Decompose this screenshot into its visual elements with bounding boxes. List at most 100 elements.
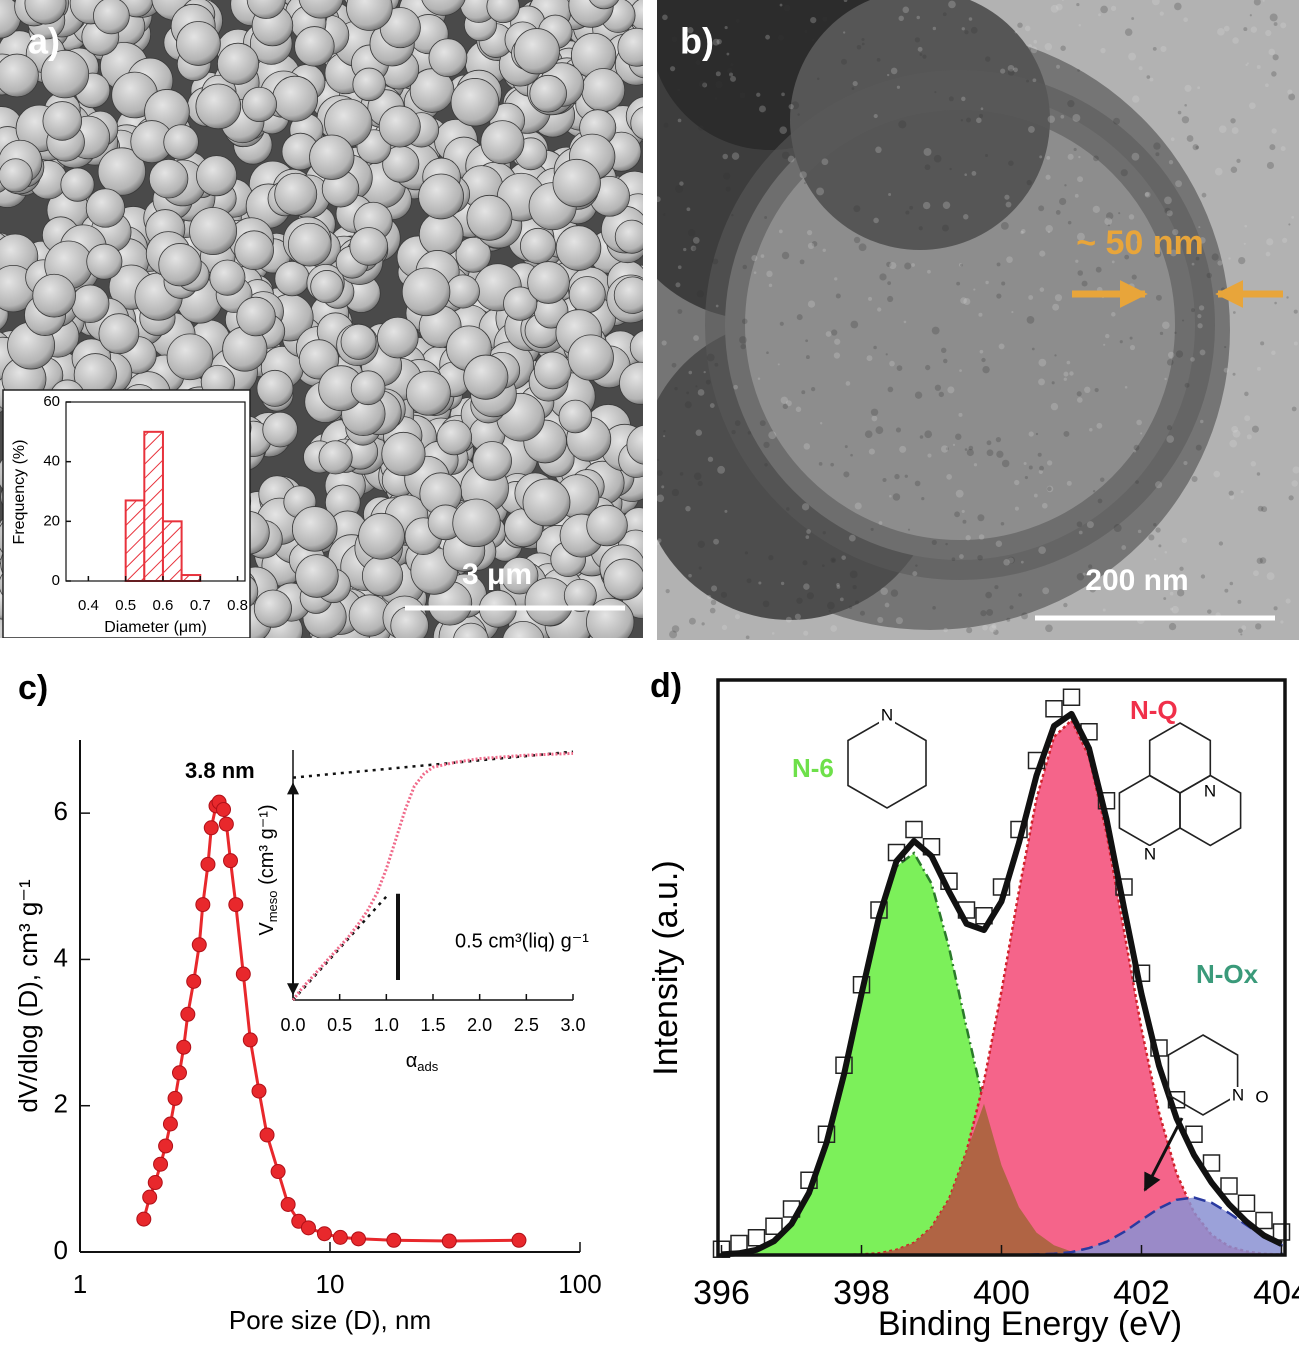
grain	[995, 540, 1003, 547]
grain	[1292, 466, 1299, 474]
grain	[690, 245, 697, 252]
grain	[1243, 242, 1246, 245]
grain	[980, 610, 987, 617]
grain	[695, 429, 703, 436]
grain	[763, 441, 770, 449]
grain	[1287, 89, 1293, 95]
grain	[904, 262, 912, 270]
grain	[1132, 95, 1140, 103]
grain	[1262, 0, 1265, 2]
grain	[1001, 459, 1010, 468]
grain	[1059, 197, 1067, 206]
grain	[1232, 429, 1241, 438]
grain	[1076, 232, 1085, 241]
grain	[877, 616, 884, 623]
grain	[1224, 345, 1227, 349]
grain	[1164, 551, 1168, 554]
grain	[966, 117, 971, 123]
grain	[1169, 249, 1177, 257]
grain	[698, 80, 706, 88]
grain	[995, 436, 1002, 443]
grain	[1097, 498, 1103, 504]
grain	[724, 509, 728, 513]
grain	[923, 148, 932, 156]
grain	[1223, 367, 1229, 373]
point	[223, 853, 239, 869]
sphere	[40, 49, 90, 99]
point	[167, 1090, 183, 1106]
sphere	[352, 67, 386, 102]
grain	[1030, 46, 1038, 54]
grain	[870, 527, 874, 531]
grain	[768, 431, 777, 440]
grain	[899, 445, 907, 453]
grain	[952, 443, 956, 446]
grain	[730, 63, 734, 67]
grain	[671, 362, 677, 368]
grain	[1124, 385, 1128, 389]
grain	[781, 251, 790, 260]
grain	[1288, 93, 1296, 101]
x-tick-label: 10	[316, 1269, 345, 1299]
component-label: N-6	[792, 753, 834, 783]
grain	[671, 36, 678, 43]
grain	[858, 243, 867, 252]
sphere	[246, 0, 286, 19]
grain	[843, 31, 846, 34]
grain	[1291, 406, 1297, 412]
grain	[1260, 341, 1265, 346]
grain	[1113, 117, 1120, 125]
grain	[1076, 2, 1080, 7]
grain	[726, 67, 733, 74]
grain	[1021, 612, 1028, 620]
grain	[1190, 357, 1195, 362]
sphere	[486, 0, 520, 24]
grain	[1230, 118, 1236, 124]
grain	[720, 591, 728, 598]
grain	[1131, 17, 1135, 20]
grain	[714, 362, 719, 367]
grain	[731, 152, 740, 160]
grain	[1164, 207, 1171, 214]
grain	[1229, 494, 1235, 500]
y-axis-label: Vmeso (cm³ g⁻¹)	[256, 804, 280, 935]
grain	[890, 67, 898, 75]
grain	[679, 181, 684, 186]
grain	[657, 196, 661, 203]
grain	[835, 293, 841, 299]
grain	[1191, 308, 1195, 313]
grain	[1056, 64, 1061, 69]
grain	[1013, 67, 1018, 73]
grain	[1268, 48, 1276, 56]
ring	[1167, 1034, 1239, 1116]
ring	[1118, 774, 1181, 847]
grain	[1269, 144, 1276, 151]
sphere	[519, 227, 557, 264]
grain	[796, 597, 803, 604]
grain	[875, 146, 882, 154]
grain	[1291, 215, 1295, 219]
grain	[688, 617, 696, 625]
grain	[1200, 574, 1206, 579]
grain	[1181, 537, 1188, 544]
grain	[1198, 305, 1205, 311]
grain	[1005, 201, 1012, 208]
grain	[1200, 419, 1204, 424]
grain	[886, 261, 892, 268]
grain	[1195, 256, 1200, 261]
sphere	[529, 74, 567, 113]
sphere	[32, 273, 76, 318]
grain	[734, 614, 740, 620]
x-tick-label: 0.5	[115, 597, 136, 614]
grain	[685, 505, 691, 512]
grain	[1172, 228, 1179, 236]
fit-line	[292, 750, 574, 779]
y-axis-label: dV/dlog (D), cm³ g⁻¹	[13, 879, 43, 1113]
grain	[1039, 250, 1046, 257]
sphere	[455, 236, 492, 273]
grain	[973, 463, 978, 467]
sphere	[401, 267, 451, 317]
point	[162, 1116, 178, 1132]
grain	[1249, 14, 1252, 17]
sphere	[241, 86, 277, 123]
